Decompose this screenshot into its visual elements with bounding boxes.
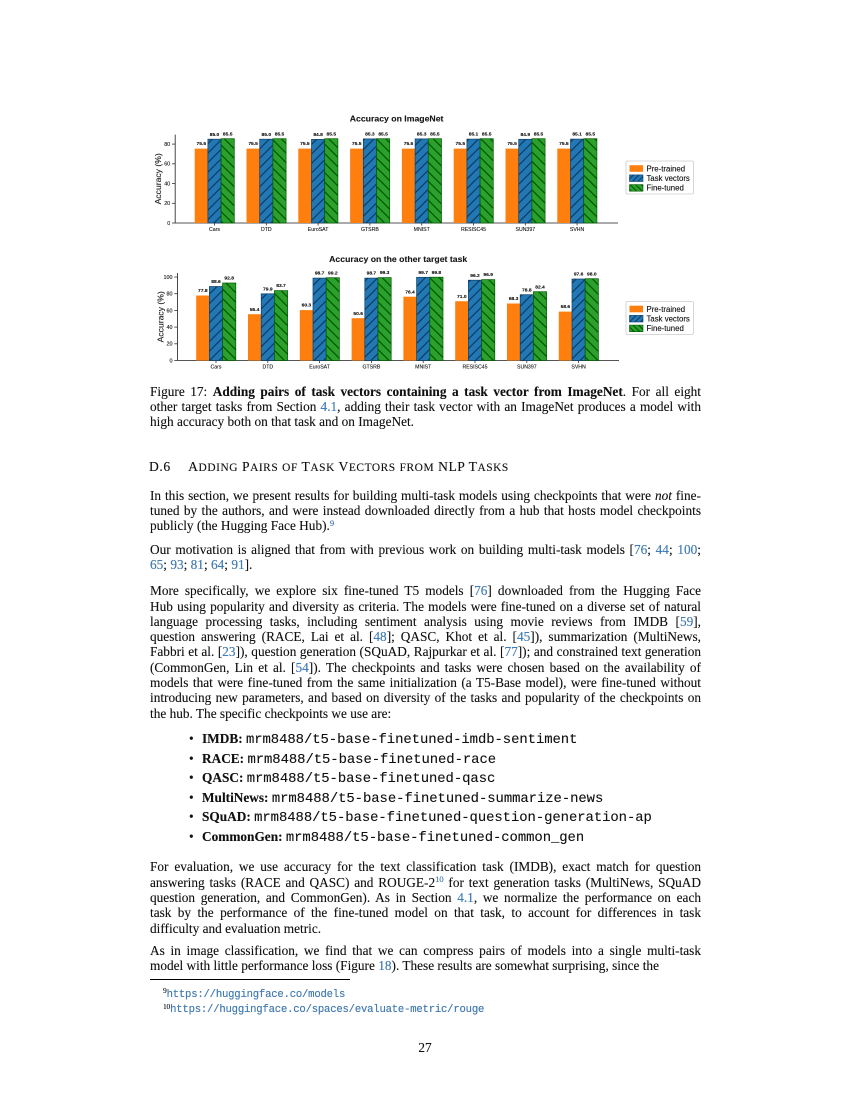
svg-text:Cars: Cars <box>211 365 222 371</box>
svg-text:68.3: 68.3 <box>509 296 519 302</box>
svg-text:85.5: 85.5 <box>378 131 388 137</box>
svg-text:0: 0 <box>167 221 170 227</box>
svg-text:71.0: 71.0 <box>457 294 467 300</box>
svg-text:79.9: 79.9 <box>263 286 273 292</box>
svg-text:85.0: 85.0 <box>262 132 272 138</box>
svg-text:DTD: DTD <box>261 227 272 233</box>
svg-text:85.3: 85.3 <box>417 132 427 138</box>
svg-text:60: 60 <box>167 308 173 314</box>
svg-text:Fine-tuned: Fine-tuned <box>647 324 684 333</box>
svg-text:97.6: 97.6 <box>574 272 584 278</box>
svg-text:78.8: 78.8 <box>522 287 532 293</box>
svg-text:75.5: 75.5 <box>352 141 362 147</box>
svg-text:84.9: 84.9 <box>521 132 531 138</box>
svg-text:EuroSAT: EuroSAT <box>308 227 329 233</box>
svg-text:75.5: 75.5 <box>559 141 569 147</box>
svg-text:88.6: 88.6 <box>211 279 221 285</box>
svg-text:RESISC45: RESISC45 <box>462 365 487 371</box>
svg-text:96.9: 96.9 <box>483 272 493 278</box>
svg-text:MNIST: MNIST <box>415 365 432 371</box>
svg-text:Task vectors: Task vectors <box>647 315 690 324</box>
svg-text:75.5: 75.5 <box>300 141 310 147</box>
svg-text:20: 20 <box>167 342 173 348</box>
svg-text:GTSRB: GTSRB <box>361 227 379 233</box>
svg-text:50.6: 50.6 <box>353 311 363 317</box>
svg-text:84.8: 84.8 <box>313 132 323 138</box>
svg-text:85.5: 85.5 <box>482 131 492 137</box>
svg-text:Pre-trained: Pre-trained <box>647 164 686 173</box>
svg-text:75.5: 75.5 <box>507 141 517 147</box>
svg-text:82.4: 82.4 <box>535 284 545 290</box>
svg-text:Pre-trained: Pre-trained <box>647 305 686 314</box>
svg-text:96.2: 96.2 <box>470 273 480 279</box>
svg-text:83.7: 83.7 <box>276 283 286 289</box>
svg-text:75.5: 75.5 <box>197 141 207 147</box>
svg-text:85.1: 85.1 <box>572 132 582 138</box>
svg-text:58.6: 58.6 <box>561 304 571 310</box>
svg-text:SUN397: SUN397 <box>515 227 535 233</box>
svg-text:Accuracy (%): Accuracy (%) <box>153 153 163 204</box>
svg-text:76.4: 76.4 <box>405 289 415 295</box>
svg-text:20: 20 <box>164 201 170 207</box>
svg-text:Cars: Cars <box>209 227 220 233</box>
svg-text:SUN397: SUN397 <box>517 365 537 371</box>
svg-text:Fine-tuned: Fine-tuned <box>647 184 684 193</box>
svg-text:100: 100 <box>164 275 173 281</box>
svg-text:85.5: 85.5 <box>586 131 596 137</box>
svg-text:0: 0 <box>170 358 173 364</box>
svg-text:85.5: 85.5 <box>327 131 337 137</box>
svg-text:85.5: 85.5 <box>534 131 544 137</box>
svg-text:GTSRB: GTSRB <box>362 365 380 371</box>
svg-text:SVHN: SVHN <box>570 227 585 233</box>
svg-text:85.5: 85.5 <box>223 131 233 137</box>
svg-text:99.8: 99.8 <box>432 270 442 276</box>
svg-text:EuroSAT: EuroSAT <box>309 365 330 371</box>
svg-text:85.0: 85.0 <box>210 132 220 138</box>
svg-text:85.3: 85.3 <box>365 132 375 138</box>
svg-text:RESISC45: RESISC45 <box>461 227 486 233</box>
svg-text:80: 80 <box>164 142 170 148</box>
svg-text:77.8: 77.8 <box>198 288 208 294</box>
svg-text:80: 80 <box>167 292 173 298</box>
svg-text:60: 60 <box>164 162 170 168</box>
svg-text:85.1: 85.1 <box>469 132 479 138</box>
svg-text:85.5: 85.5 <box>430 131 440 137</box>
svg-text:98.7: 98.7 <box>367 271 377 277</box>
svg-text:40: 40 <box>167 325 173 331</box>
svg-text:98.0: 98.0 <box>587 271 597 277</box>
svg-text:99.2: 99.2 <box>328 270 338 276</box>
svg-text:Accuracy (%): Accuracy (%) <box>156 291 166 342</box>
svg-text:92.8: 92.8 <box>224 276 234 282</box>
svg-text:Accuracy on the other target t: Accuracy on the other target task <box>329 254 467 264</box>
svg-text:SVHN: SVHN <box>571 365 586 371</box>
svg-text:99.3: 99.3 <box>380 270 390 276</box>
svg-text:Task vectors: Task vectors <box>647 174 690 183</box>
svg-text:98.7: 98.7 <box>315 271 325 277</box>
svg-text:Accuracy on ImageNet: Accuracy on ImageNet <box>350 114 444 124</box>
svg-text:60.3: 60.3 <box>302 303 312 309</box>
svg-text:75.5: 75.5 <box>248 141 258 147</box>
svg-text:40: 40 <box>164 182 170 188</box>
svg-text:MNIST: MNIST <box>414 227 431 233</box>
svg-text:75.5: 75.5 <box>404 141 414 147</box>
svg-text:75.5: 75.5 <box>456 141 466 147</box>
svg-text:55.4: 55.4 <box>250 307 260 313</box>
svg-text:99.7: 99.7 <box>418 270 428 276</box>
svg-text:85.5: 85.5 <box>275 131 285 137</box>
svg-text:DTD: DTD <box>262 365 273 371</box>
